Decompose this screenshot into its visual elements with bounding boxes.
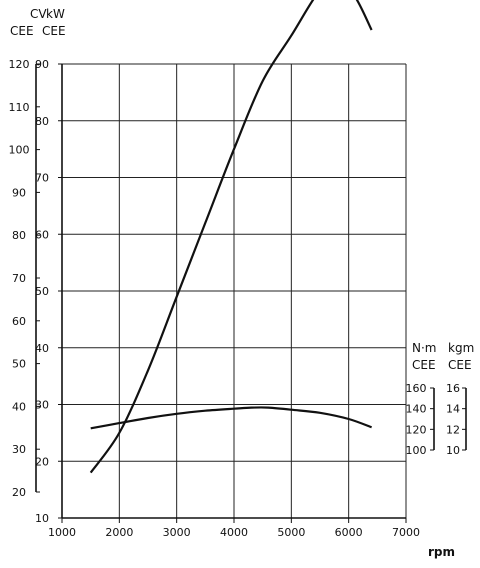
cv-tick-label: 100 xyxy=(9,144,30,157)
x-axis-label: rpm xyxy=(428,545,455,559)
kw-header-2: CEE xyxy=(42,24,66,38)
cv-header: CV xyxy=(30,7,47,21)
cv-tick-label: 80 xyxy=(12,229,26,242)
cv-tick-label: 20 xyxy=(12,486,26,499)
x-tick-label: 1000 xyxy=(48,526,76,539)
kw-tick-label: 70 xyxy=(35,172,49,185)
x-tick-label: 4000 xyxy=(220,526,248,539)
axes: 1000 2000 3000 4000 5000 6000 7000 90 80 70 60 50 40… xyxy=(9,58,467,539)
kgm-tick-label: 14 xyxy=(446,403,460,416)
kgm-tick-label: 12 xyxy=(446,423,460,436)
nm-header: N·m xyxy=(412,341,436,355)
kw-tick-label: 90 xyxy=(35,58,49,71)
x-tick-label: 2000 xyxy=(105,526,133,539)
kw-tick-label: 20 xyxy=(35,455,49,468)
nm-tick-label: 140 xyxy=(406,403,427,416)
kw-tick-label: 30 xyxy=(35,399,49,412)
kw-header: kW xyxy=(46,7,65,21)
kgm-header: kgm xyxy=(448,341,474,355)
x-tick-label: 6000 xyxy=(335,526,363,539)
kw-tick-label: 50 xyxy=(35,285,49,298)
cv-tick-label: 120 xyxy=(9,58,30,71)
x-tick-label: 3000 xyxy=(163,526,191,539)
series xyxy=(89,0,373,474)
cv-tick-label: 60 xyxy=(12,315,26,328)
x-tick-label: 5000 xyxy=(277,526,305,539)
cv-tick-label: 40 xyxy=(12,400,26,413)
kw-tick-label: 10 xyxy=(35,512,49,525)
cv-header-2: CEE xyxy=(10,24,34,38)
power-curve xyxy=(89,0,373,474)
cv-tick-label: 90 xyxy=(12,186,26,199)
nm-header-2: CEE xyxy=(412,358,436,372)
cv-tick-label: 50 xyxy=(12,358,26,371)
grid xyxy=(61,63,407,519)
kw-tick-label: 80 xyxy=(35,115,49,128)
kgm-header-2: CEE xyxy=(448,358,472,372)
nm-tick-label: 100 xyxy=(406,444,427,457)
nm-tick-label: 120 xyxy=(406,423,427,436)
cv-tick-label: 70 xyxy=(12,272,26,285)
kgm-tick-label: 16 xyxy=(446,382,460,395)
cv-tick-label: 30 xyxy=(12,443,26,456)
kw-tick-label: 60 xyxy=(35,228,49,241)
kw-tick-label: 40 xyxy=(35,342,49,355)
nm-tick-label: 160 xyxy=(406,382,427,395)
kgm-tick-label: 10 xyxy=(446,444,460,457)
x-tick-label: 7000 xyxy=(392,526,420,539)
cv-tick-label: 110 xyxy=(9,101,30,114)
torque-curve xyxy=(90,406,372,430)
